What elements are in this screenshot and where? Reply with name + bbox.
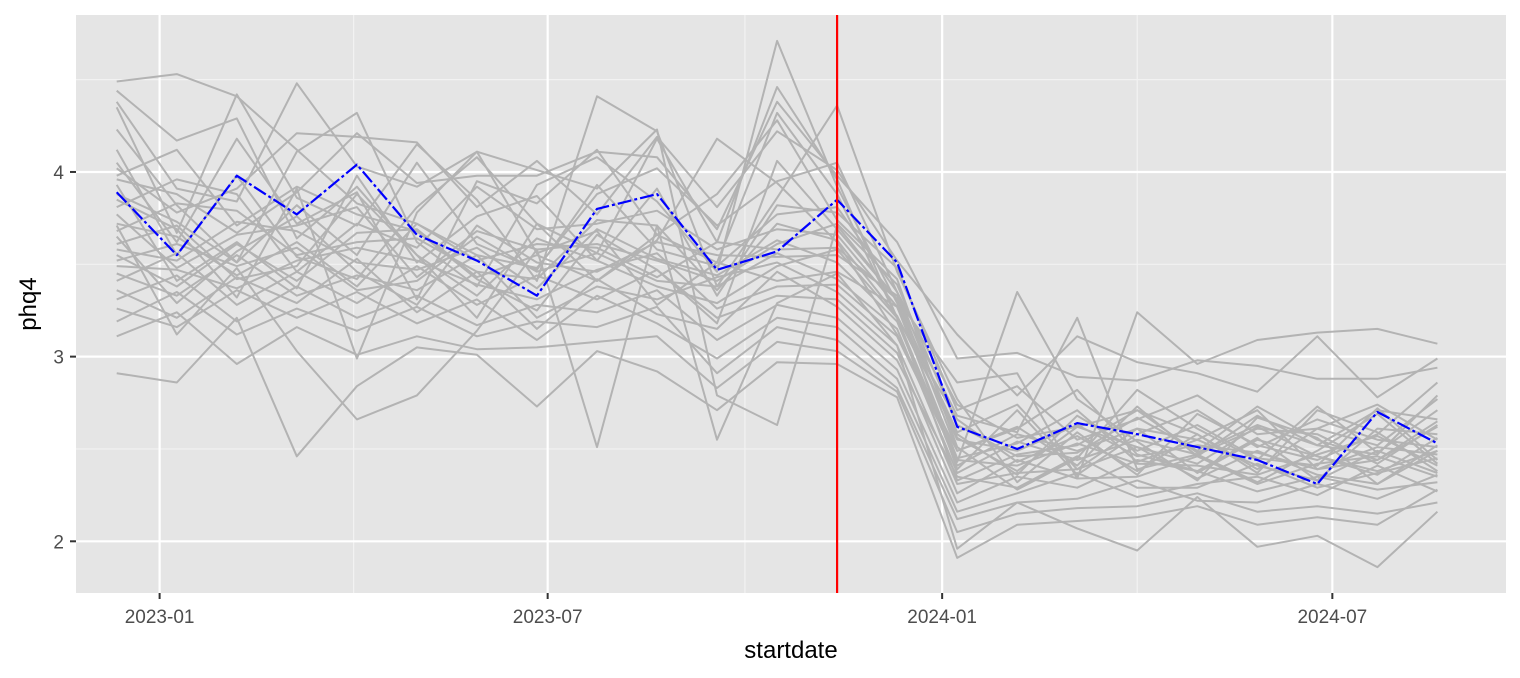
x-tick-label: 2024-01 xyxy=(907,607,977,628)
series-line-individual xyxy=(116,254,1438,485)
series-line-individual xyxy=(116,148,1439,484)
series-line-individual xyxy=(116,291,1438,521)
grid-major xyxy=(76,15,1506,593)
y-tick-label: 4 xyxy=(53,163,64,184)
y-tick-label: 3 xyxy=(53,348,64,369)
series-line-individual xyxy=(116,130,1438,399)
series-line-individual xyxy=(116,100,1438,382)
series-line-individual xyxy=(115,224,1439,569)
series-line-individual xyxy=(115,119,1438,491)
series-line-individual xyxy=(116,235,1438,474)
y-tick-label: 2 xyxy=(53,532,64,553)
series-line-individual xyxy=(116,252,1438,495)
x-tick-label: 2024-07 xyxy=(1297,607,1367,628)
x-tick-label: 2023-07 xyxy=(513,607,583,628)
series-line-individual xyxy=(116,128,1438,480)
x-axis: 2023-01 2023-07 2024-01 2024-07 xyxy=(125,593,1367,628)
series-line-individual xyxy=(116,228,1438,471)
series-line-individual xyxy=(116,202,1439,476)
plot-panel xyxy=(76,15,1506,593)
y-axis: 2 3 4 xyxy=(53,163,76,553)
series-line-individual xyxy=(116,257,1438,489)
mean-series-group xyxy=(115,163,1438,486)
series-line-individual xyxy=(115,93,1439,484)
y-axis-title: phq4 xyxy=(15,277,42,330)
series-line-individual xyxy=(116,311,1438,534)
series-line-mean xyxy=(115,163,1438,486)
series-line-individual xyxy=(115,39,1438,471)
x-tick-label: 2023-01 xyxy=(125,607,195,628)
x-axis-title: startdate xyxy=(744,637,837,664)
series-line-individual xyxy=(116,222,1438,476)
series-line-individual xyxy=(115,215,1439,467)
